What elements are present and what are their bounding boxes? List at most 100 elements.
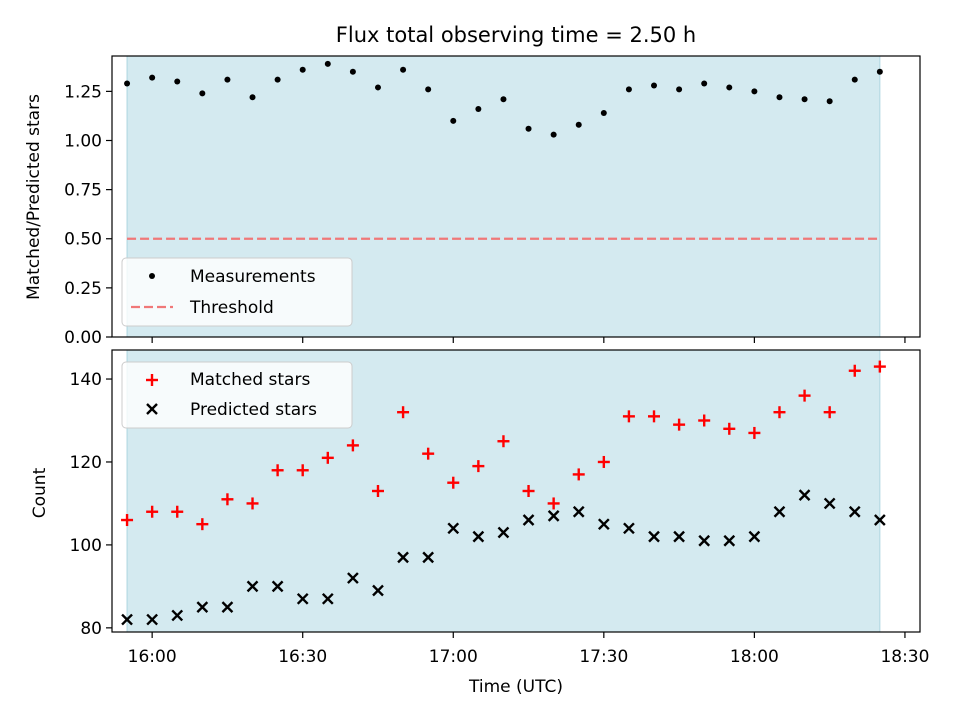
x-tick-label: 18:00	[730, 647, 779, 667]
measurement-point	[224, 76, 231, 83]
predicted-stars-point	[648, 530, 660, 543]
predicted-stars-point	[698, 534, 711, 547]
count-y-tick-label: 100	[70, 536, 102, 556]
matched-stars-point	[723, 422, 736, 435]
measurement-point	[801, 96, 808, 103]
measurement-point	[149, 74, 156, 81]
matched-stars-point	[371, 485, 384, 497]
matched-stars-point	[848, 364, 861, 377]
matched-stars-point	[346, 439, 359, 452]
measurement-point	[425, 86, 432, 93]
matched-stars-point	[823, 406, 836, 419]
legend-matched-marker	[146, 374, 158, 386]
ratio-y-tick-label: 0.00	[64, 328, 102, 348]
figure-title: Flux total observing time = 2.50 h	[336, 23, 696, 47]
predicted-stars-point	[572, 505, 585, 518]
predicted-stars-point	[823, 497, 836, 510]
measurement-point	[525, 125, 532, 132]
measurement-point	[876, 68, 883, 75]
ratio-y-tick-label: 1.00	[64, 131, 102, 151]
ratio-panel-frame	[111, 55, 921, 338]
ratio-y-tick-label: 0.75	[64, 181, 102, 201]
ratio-y-tick-label: 0.25	[64, 279, 102, 299]
ratio-series	[124, 60, 883, 240]
count-panel-frame	[111, 349, 921, 633]
matched-stars-point	[146, 505, 159, 518]
predicted-stars-point	[673, 530, 685, 543]
matched-stars-point	[246, 497, 259, 510]
ratio-y-axis: 0.00 0.25 0.50 0.75 1.00 1.25	[64, 82, 112, 348]
matched-stars-point	[447, 476, 460, 489]
matched-stars-point	[221, 493, 234, 506]
measurement-point	[600, 109, 607, 116]
matched-stars-point	[321, 451, 334, 464]
measurement-point	[374, 84, 381, 91]
x-tick-label: 18:30	[880, 647, 929, 667]
count-panel: 80 100 120 140 Count Matched stars Predicte…	[30, 349, 921, 639]
matched-stars-point	[497, 435, 510, 448]
predicted-stars-point	[472, 530, 485, 543]
measurement-point	[124, 80, 131, 87]
ratio-legend-box	[121, 257, 353, 327]
predicted-stars-point	[723, 534, 736, 547]
predicted-stars-point	[347, 572, 359, 584]
measurement-point	[400, 66, 407, 73]
count-legend-box	[121, 361, 353, 429]
legend-measurements-marker	[149, 273, 155, 279]
predicted-stars-point	[773, 505, 786, 518]
x-tick-label: 16:00	[128, 647, 177, 667]
count-x-ticks	[151, 632, 906, 638]
count-legend: Matched stars Predicted stars	[121, 361, 353, 429]
predicted-stars-point	[372, 584, 384, 597]
predicted-stars-point	[748, 530, 761, 543]
legend-predicted-label: Predicted stars	[190, 400, 317, 420]
measurement-point	[349, 68, 356, 75]
predicted-stars-point	[196, 601, 209, 613]
predicted-stars-point	[146, 613, 158, 626]
count-series	[121, 360, 886, 626]
matched-stars-point	[597, 455, 610, 468]
measurement-point	[274, 76, 281, 83]
matched-stars-point	[171, 505, 184, 518]
matched-stars-point	[673, 418, 686, 431]
count-y-tick-label: 80	[80, 619, 102, 639]
predicted-stars-point	[597, 518, 610, 531]
predicted-stars-point	[121, 613, 133, 626]
predicted-stars-point	[848, 505, 861, 518]
matched-stars-point	[648, 410, 661, 423]
matched-stars-point	[397, 406, 410, 419]
legend-matched-label: Matched stars	[190, 370, 310, 390]
matched-stars-point	[572, 468, 585, 481]
predicted-stars-point	[874, 514, 886, 526]
count-y-axis-label: Count	[30, 467, 50, 518]
ratio-y-tick-label: 0.50	[64, 230, 102, 250]
legend-measurements-label: Measurements	[190, 267, 316, 287]
x-tick-label: 17:00	[429, 647, 478, 667]
matched-stars-point	[296, 464, 309, 477]
matched-stars-point	[271, 464, 284, 477]
predicted-stars-point	[397, 551, 409, 564]
measurement-point	[651, 82, 658, 89]
predicted-stars-point	[623, 522, 635, 535]
matched-stars-point	[773, 406, 786, 419]
measurement-point	[174, 78, 181, 85]
ratio-x-ticks	[151, 337, 906, 343]
measurement-point	[726, 84, 733, 91]
predicted-stars-point	[798, 489, 811, 501]
predicted-stars-point	[296, 592, 309, 605]
measurement-point	[701, 80, 708, 87]
measurement-point	[676, 86, 683, 93]
matched-stars-point	[622, 410, 635, 423]
x-tick-label: 17:30	[579, 647, 628, 667]
ratio-legend: Measurements Threshold	[121, 257, 353, 327]
measurement-point	[475, 106, 482, 113]
measurement-point	[826, 98, 833, 105]
matched-stars-point	[196, 518, 209, 531]
x-axis-label: Time (UTC)	[468, 677, 563, 697]
predicted-stars-point	[246, 580, 259, 593]
predicted-stars-point	[447, 522, 460, 535]
matched-stars-point	[873, 360, 886, 373]
measurement-point	[851, 76, 858, 83]
matched-stars-point	[522, 485, 535, 497]
predicted-stars-point	[422, 551, 435, 564]
